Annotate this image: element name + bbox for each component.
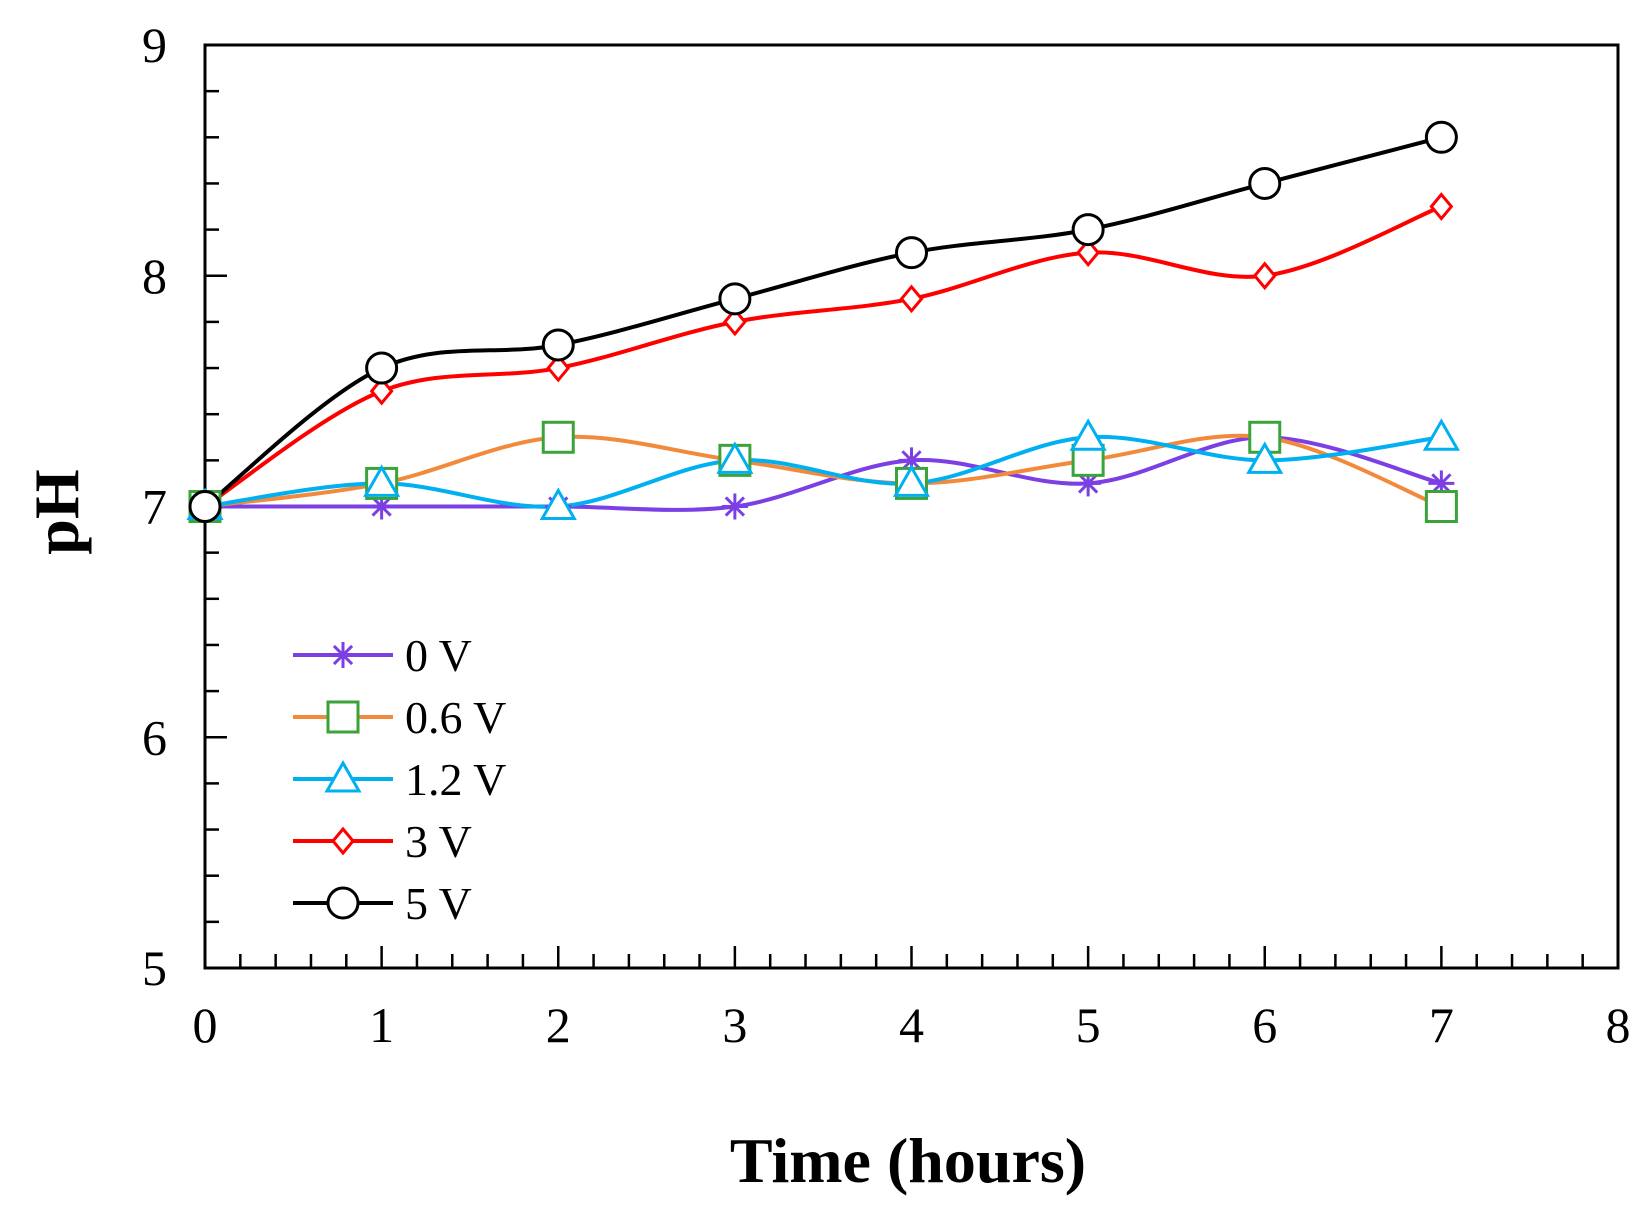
x-tick-label: 8 — [1606, 997, 1631, 1053]
series-line-0-6-vv — [204, 433, 1443, 509]
x-tick-label: 0 — [193, 997, 218, 1053]
series-line-1-2-vv — [204, 434, 1442, 509]
legend-marker — [331, 826, 355, 856]
data-point-5-vv — [895, 236, 928, 270]
data-point-3-vv — [899, 284, 924, 314]
y-tick-label: 8 — [142, 248, 167, 304]
data-point-3-vv — [546, 353, 571, 383]
legend-entry: 0.6 V — [293, 692, 506, 743]
data-point-5-vv — [1248, 166, 1282, 200]
data-point-3-vv — [369, 376, 394, 406]
data-point-1-2-vv — [1069, 418, 1107, 451]
legend-marker — [330, 642, 356, 668]
data-point-5-vv — [1424, 120, 1458, 154]
data-point-1-2-vv — [1422, 418, 1460, 451]
y-tick-label: 7 — [142, 479, 167, 535]
x-tick-label: 6 — [1252, 997, 1277, 1053]
y-tick-label: 9 — [142, 17, 167, 73]
data-point-0-6-vv — [1424, 490, 1458, 523]
legend-label: 0.6 V — [405, 692, 506, 743]
data-point-3-vv — [1252, 261, 1277, 291]
data-point-5-vv — [188, 490, 222, 523]
data-point-1-2-vv — [892, 464, 931, 497]
legend-entry: 0 V — [293, 630, 472, 681]
legend-entry: 1.2 V — [293, 754, 506, 805]
data-point-3-vv — [722, 307, 747, 337]
legend-label: 5 V — [405, 878, 472, 929]
legend-marker — [326, 886, 360, 920]
data-point-1-2-vv — [1246, 441, 1284, 474]
x-tick-label: 7 — [1429, 997, 1454, 1053]
x-tick-label: 3 — [722, 997, 747, 1053]
x-tick-label: 4 — [899, 997, 924, 1053]
data-point-1-2-vv — [363, 464, 401, 497]
legend-marker — [324, 759, 362, 793]
x-axis-title: Time (hours) — [730, 1125, 1086, 1196]
data-point-1-2-vv — [539, 487, 577, 520]
data-point-3-vv — [1076, 238, 1101, 268]
data-point-0-vv — [1075, 470, 1102, 497]
data-point-1-2-vv — [716, 441, 754, 474]
data-point-0-6-vv — [541, 420, 575, 454]
x-tick-label: 2 — [546, 997, 571, 1053]
series-line-0-vv — [205, 435, 1442, 512]
data-point-5-vv — [365, 351, 399, 385]
y-tick-label: 6 — [142, 709, 167, 765]
legend-label: 1.2 V — [405, 754, 506, 805]
x-tick-label: 1 — [369, 997, 394, 1053]
legend-label: 0 V — [405, 630, 472, 681]
legend-entry: 5 V — [293, 878, 472, 929]
legend-label: 3 V — [405, 816, 472, 867]
series-line-3-vv — [203, 204, 1443, 509]
data-point-0-vv — [368, 493, 395, 520]
y-axis-title: pH — [21, 469, 92, 554]
x-tick-label: 5 — [1076, 997, 1101, 1053]
legend-entry: 3 V — [293, 816, 472, 867]
data-point-5-vv — [541, 328, 575, 362]
legend-marker — [326, 700, 360, 734]
data-point-5-vv — [718, 282, 752, 316]
data-point-3-vv — [1429, 192, 1454, 221]
y-tick-label: 5 — [142, 940, 167, 996]
data-point-0-vv — [721, 493, 748, 520]
data-point-5-vv — [1071, 213, 1105, 247]
